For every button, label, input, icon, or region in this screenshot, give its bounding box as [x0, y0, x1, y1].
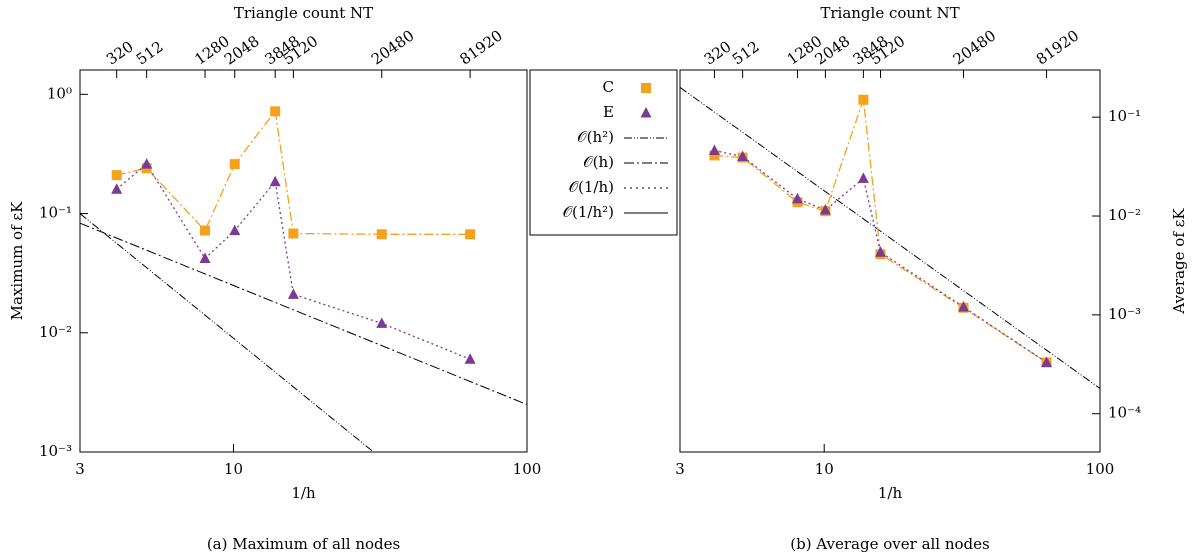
- x2-tick-label: 2048: [221, 32, 263, 69]
- y-axis-label: Maximum of εK: [8, 201, 26, 321]
- x2-tick-label: 81920: [1033, 26, 1082, 68]
- series-line: [714, 99, 1047, 364]
- marker-square: [858, 94, 869, 105]
- series-line: [116, 109, 471, 235]
- marker-triangle: [819, 204, 831, 215]
- legend-label: 𝒪(1/h): [569, 178, 614, 196]
- legend-label: 𝒪(h): [583, 153, 614, 171]
- x2-tick-label: 81920: [456, 26, 505, 68]
- x2-tick-label: 20480: [368, 26, 417, 68]
- y-tick-label: 10⁻⁴: [1108, 404, 1141, 422]
- x-axis-label: 1/h: [291, 484, 316, 502]
- marker-triangle: [269, 175, 281, 187]
- x2-tick-label: 512: [729, 37, 763, 68]
- marker-square: [229, 159, 240, 170]
- marker-square: [288, 228, 299, 239]
- marker-square: [270, 106, 281, 117]
- legend-box: [529, 69, 678, 236]
- marker-triangle: [287, 288, 299, 299]
- y-tick-label: 10⁻³: [39, 442, 72, 460]
- x2-axis-label: Triangle count NT: [234, 4, 373, 22]
- marker-triangle: [376, 317, 388, 328]
- y-tick-label: 10⁰: [47, 84, 72, 102]
- marker-triangle: [708, 144, 720, 156]
- marker-triangle: [791, 192, 803, 204]
- y-tick-label: 10⁻³: [1108, 305, 1141, 323]
- marker-triangle: [199, 252, 211, 263]
- y-axis-label: Average of εK: [1170, 208, 1188, 315]
- marker-triangle: [640, 107, 652, 118]
- marker-square: [465, 229, 476, 240]
- legend-label: C: [603, 78, 614, 96]
- x2-axis-label: Triangle count NT: [820, 4, 959, 22]
- y-tick-label: 10⁻²: [1108, 206, 1141, 224]
- marker-triangle: [875, 246, 887, 257]
- series-line: [714, 149, 1047, 364]
- marker-square: [709, 150, 720, 161]
- y-tick-label: 10⁻¹: [1108, 107, 1141, 125]
- caption: (a) Maximum of all nodes: [207, 535, 400, 553]
- x2-tick-label: 320: [103, 37, 137, 68]
- marker-square: [111, 170, 122, 181]
- marker-triangle: [1041, 356, 1053, 367]
- x-tick-label: 100: [1086, 460, 1115, 478]
- marker-triangle: [111, 183, 123, 194]
- marker-square: [200, 225, 211, 236]
- plot-area: [80, 109, 527, 452]
- legend-label: 𝒪(h²): [577, 128, 614, 146]
- series-line: [116, 163, 471, 360]
- marker-triangle: [464, 353, 476, 364]
- x-axis-label: 1/h: [878, 484, 903, 502]
- caption: (b) Average over all nodes: [790, 535, 990, 553]
- x-tick-label: 100: [513, 460, 542, 478]
- reference-line: [680, 87, 1100, 389]
- marker-square: [376, 229, 387, 240]
- reference-line: [80, 222, 527, 406]
- marker-triangle: [141, 158, 153, 169]
- marker-square: [641, 83, 651, 93]
- marker-triangle: [958, 301, 970, 312]
- legend-label: 𝒪(1/h²): [563, 203, 614, 221]
- x2-tick-label: 20480: [950, 26, 999, 68]
- x-tick-label: 3: [675, 460, 685, 478]
- x-tick-label: 10: [815, 460, 834, 478]
- legend-label: E: [603, 103, 614, 121]
- x-tick-label: 3: [75, 460, 85, 478]
- plot-frame: [79, 69, 528, 453]
- marker-triangle: [857, 172, 869, 183]
- plot-frame: [679, 69, 1101, 453]
- y-tick-label: 10⁻²: [39, 323, 72, 341]
- reference-line: [80, 213, 375, 452]
- y-tick-label: 10⁻¹: [39, 204, 72, 222]
- marker-triangle: [229, 224, 241, 236]
- x-tick-label: 10: [224, 460, 243, 478]
- x2-tick-label: 512: [133, 37, 167, 68]
- plot-area: [680, 87, 1100, 389]
- marker-triangle: [737, 150, 749, 162]
